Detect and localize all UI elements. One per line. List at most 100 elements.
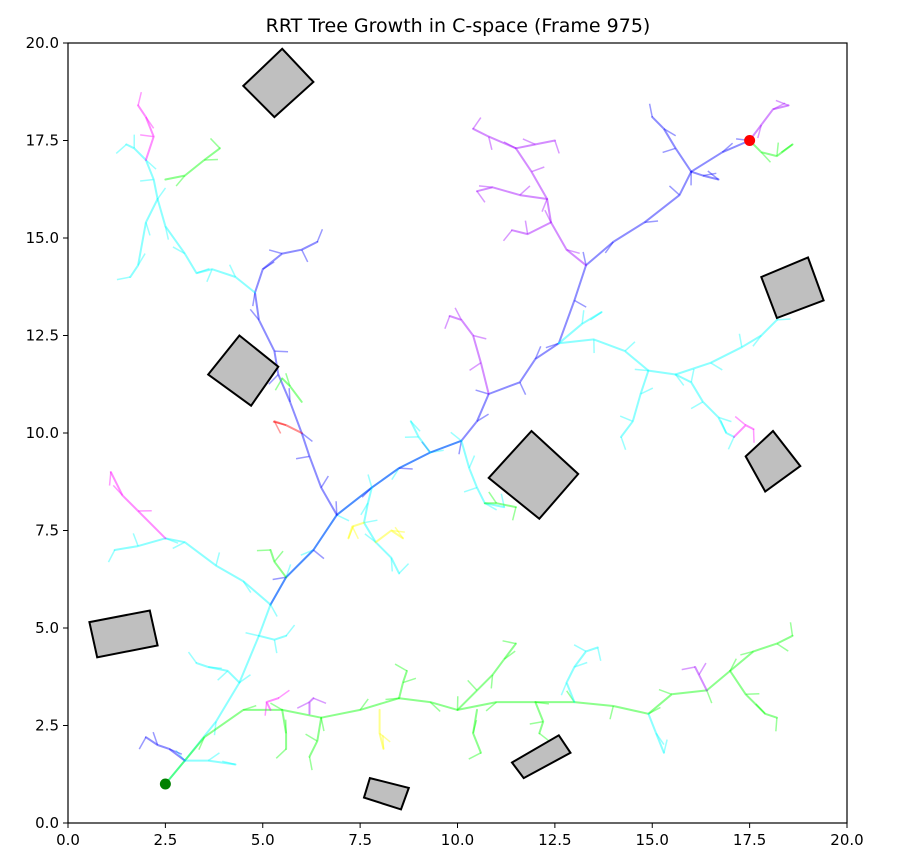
tree-edge: [245, 632, 260, 637]
tree-edge: [429, 701, 441, 712]
tree-edge: [718, 416, 732, 423]
x-axis: 0.0 2.5 5.0 7.5 10.0 12.5 15.0 17.5 20.0: [56, 823, 864, 849]
tree-edge: [478, 185, 493, 189]
tree-branch-30: [269, 549, 288, 579]
tree-edge: [320, 717, 325, 732]
tree-edge: [487, 136, 493, 151]
tree-edge: [721, 142, 734, 153]
tree-edge: [541, 198, 548, 212]
tree-edge: [196, 267, 210, 274]
tree-edge: [336, 514, 350, 522]
tree-branch-38: [308, 716, 323, 758]
tree-edge: [347, 525, 355, 539]
tree-branch-34: [257, 634, 288, 641]
tree-edge: [108, 471, 112, 486]
tree-branch-6: [125, 143, 256, 294]
y-tick-label: 2.5: [35, 717, 59, 735]
tree-branch-15: [557, 338, 735, 438]
tree-edge: [222, 760, 236, 766]
tree-edge: [364, 533, 377, 543]
start-point: [159, 778, 171, 790]
tree-edge: [690, 368, 695, 383]
tree-edge: [367, 474, 373, 488]
tree-branch-33: [195, 662, 241, 684]
goal-point: [744, 135, 756, 146]
y-tick-label: 10.0: [26, 424, 59, 442]
tree-edge: [490, 674, 494, 689]
tree-branch-1: [269, 139, 751, 606]
tree-edge: [270, 702, 283, 711]
tree-edge: [619, 415, 634, 422]
tree-edge: [145, 222, 151, 236]
tree-edge: [776, 318, 791, 321]
tree-edge: [624, 341, 636, 352]
tree-branch-13: [514, 139, 556, 150]
tree-edge: [394, 663, 408, 672]
tree-branch-31: [281, 377, 303, 403]
tree-edge: [208, 666, 222, 670]
tree-edge: [604, 241, 614, 254]
tree-edge: [316, 228, 324, 243]
tree-edge: [734, 415, 747, 426]
tree-edge: [472, 117, 482, 130]
y-tick-label: 5.0: [35, 619, 59, 637]
tree-edge: [789, 622, 794, 636]
tree-edge: [727, 436, 735, 450]
tree-branch-18: [557, 311, 603, 345]
plot-background: [68, 43, 847, 823]
tree-branch-0: [164, 439, 463, 785]
tree-edge: [707, 170, 719, 181]
tree-edge: [544, 209, 552, 223]
tree-edge: [648, 103, 653, 118]
tree-branch-35: [144, 736, 186, 762]
tree-branch-36: [183, 759, 237, 766]
tree-edge: [566, 690, 575, 703]
tree-edge: [485, 701, 497, 712]
tree-edge: [476, 190, 486, 203]
chart-title: RRT Tree Growth in C-space (Frame 975): [266, 15, 651, 37]
plot-area: [67, 42, 848, 824]
tree-edge: [566, 248, 580, 255]
tree-edge: [217, 670, 229, 681]
tree-edge: [242, 580, 252, 593]
tree-edge: [469, 362, 482, 372]
tree-edge: [780, 143, 793, 154]
tree-edge: [379, 732, 391, 743]
tree-edge: [137, 91, 143, 106]
tree-edge: [165, 537, 179, 544]
tree-edge: [410, 420, 421, 432]
obstacle-1: [206, 334, 280, 408]
tree-branch-29: [374, 529, 404, 544]
tree-branch-12: [511, 221, 552, 236]
tree-edge: [274, 378, 283, 391]
tree-edge: [228, 264, 237, 278]
tree-edge: [285, 372, 291, 387]
tree-edge: [305, 733, 318, 742]
tree-edge: [503, 650, 516, 660]
x-tick-label: 15.0: [636, 831, 669, 849]
tree-edge: [681, 666, 696, 671]
tree-branch-46: [565, 646, 599, 704]
tree-edge: [206, 268, 213, 283]
x-tick-label: 2.5: [153, 831, 177, 849]
tree-branch-5: [254, 240, 338, 516]
tree-edge: [359, 698, 369, 711]
tree-edge: [590, 311, 603, 321]
tree-edge: [295, 455, 310, 460]
tree-edge: [760, 151, 772, 163]
tree-edge: [468, 455, 476, 469]
tree-edge: [519, 381, 527, 395]
tree-edge: [140, 178, 154, 182]
tree-edge: [361, 487, 373, 498]
tree-edge: [107, 549, 116, 563]
tree-edge: [187, 651, 198, 664]
tree-edge: [675, 374, 685, 386]
tree-edge: [574, 661, 588, 668]
tree-edge: [609, 705, 615, 720]
tree-edge: [519, 185, 531, 196]
tree-edge: [262, 261, 275, 270]
tree-edge: [213, 721, 217, 736]
tree-edge: [137, 253, 146, 266]
y-tick-label: 20.0: [26, 34, 59, 52]
